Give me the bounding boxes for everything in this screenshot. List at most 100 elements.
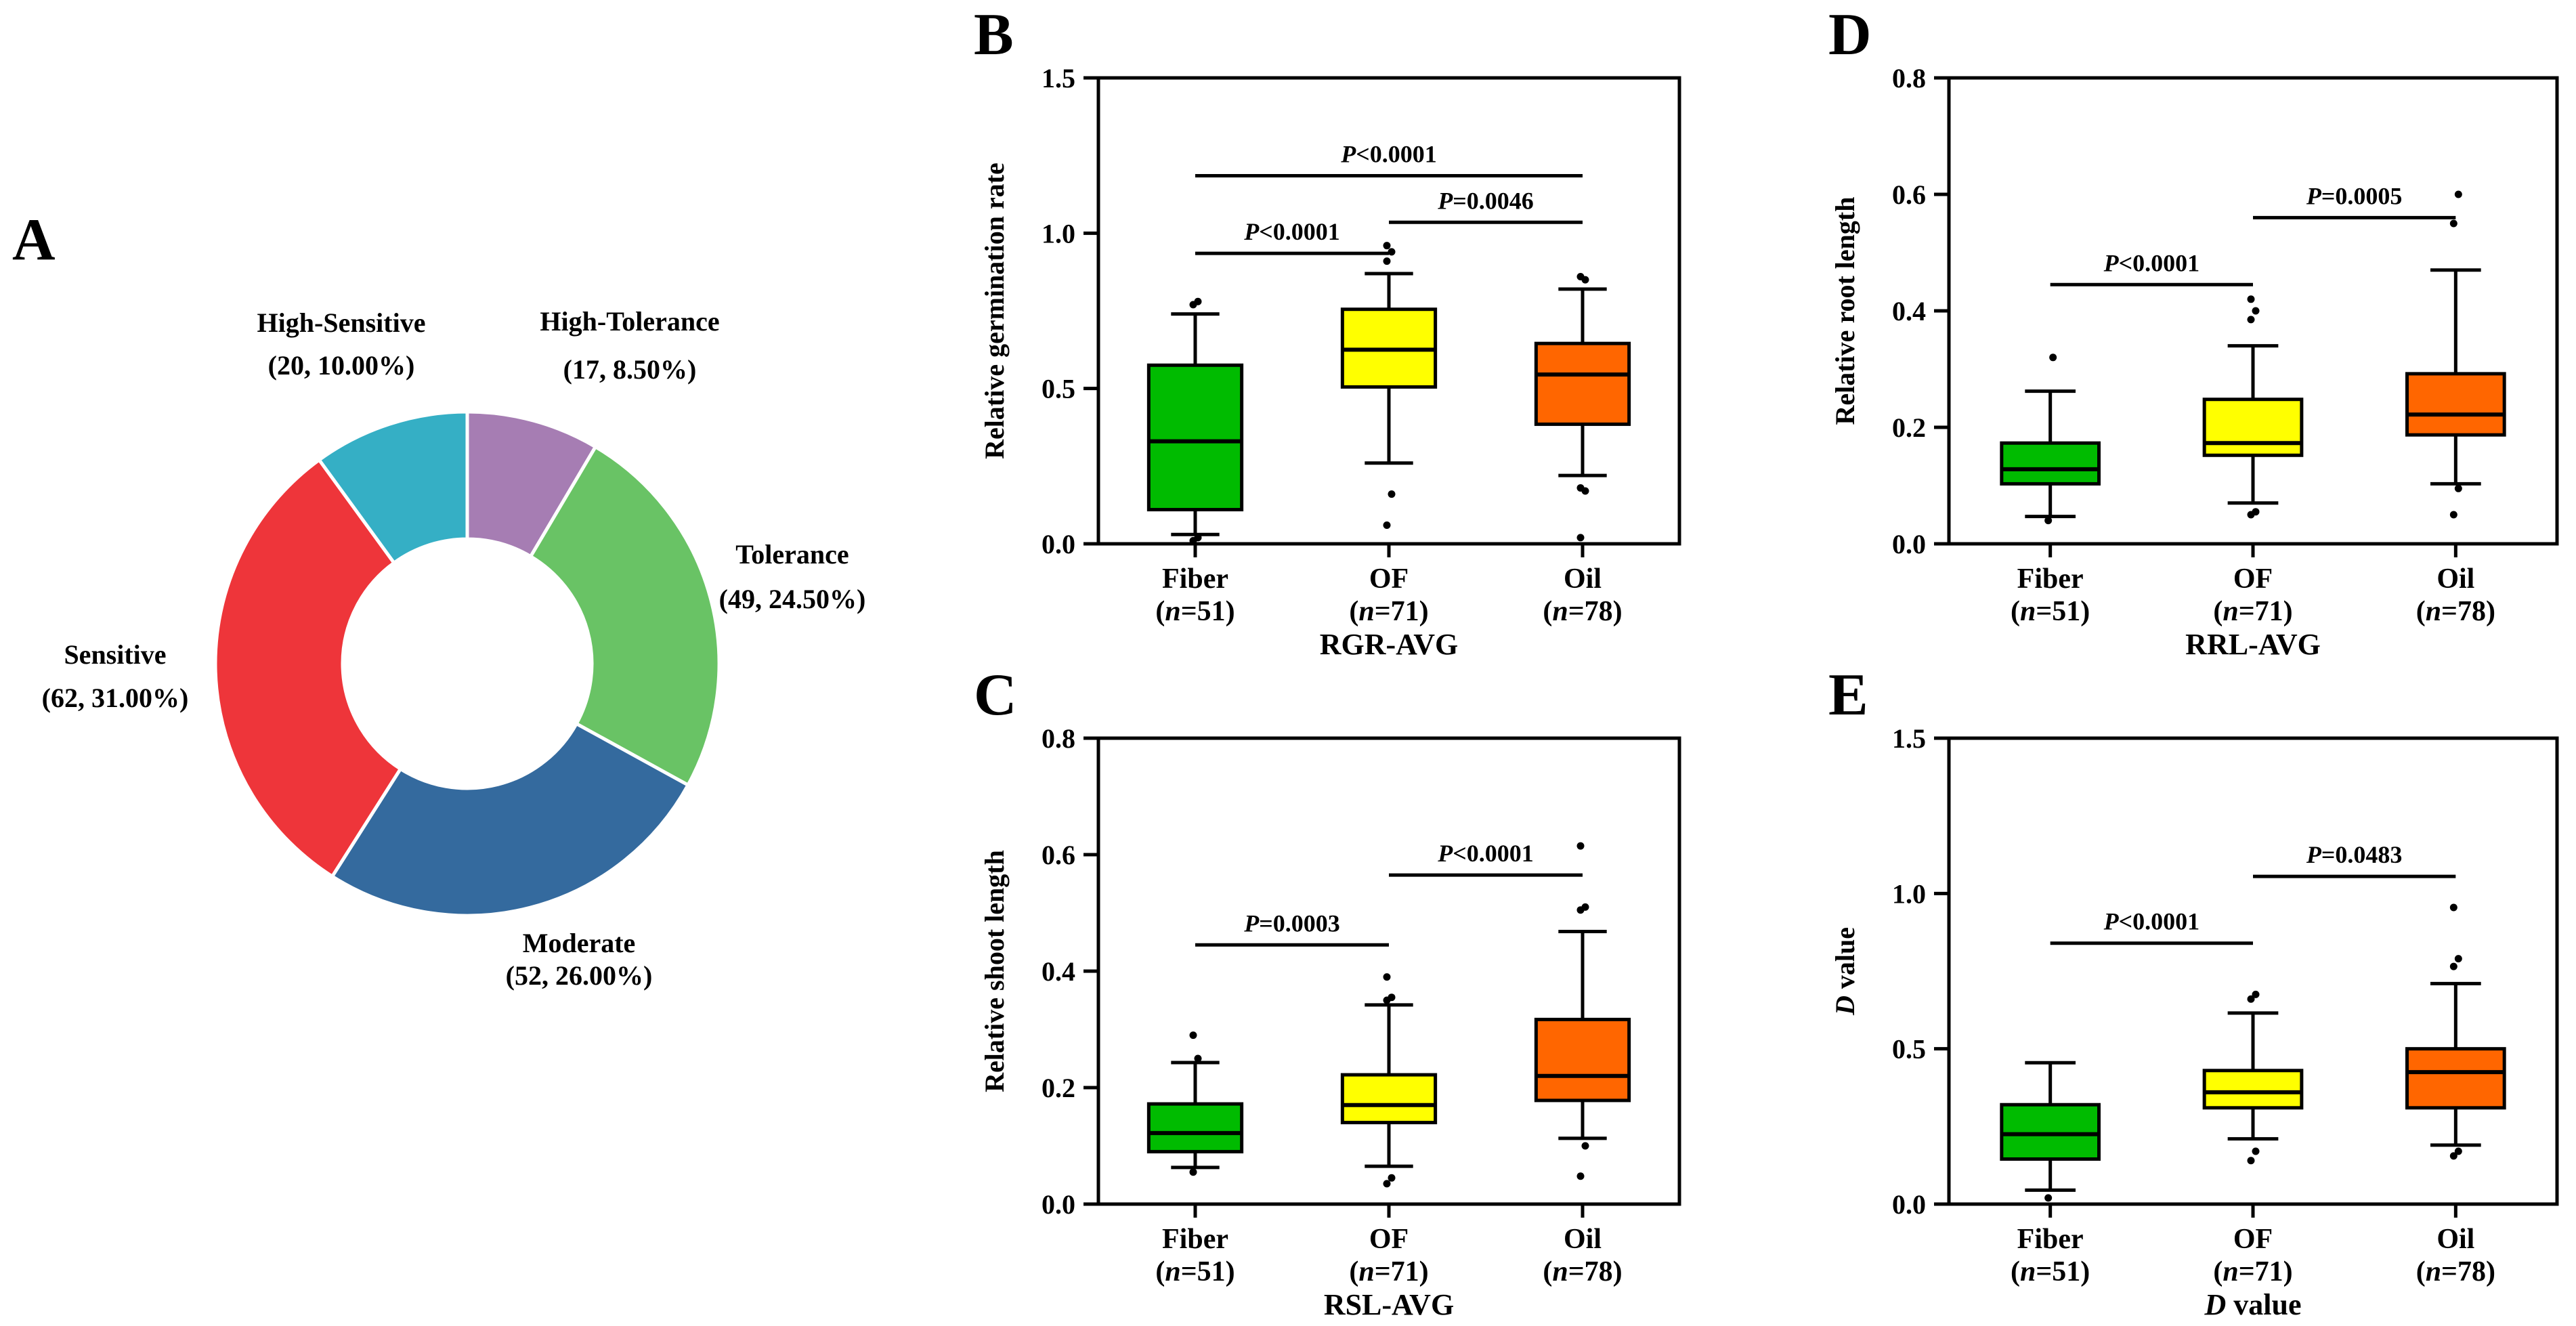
x-tick-label: Fiber — [2017, 563, 2084, 595]
sample-size-label: (n=71) — [2213, 1256, 2292, 1287]
y-tick-label: 0.5 — [1042, 374, 1075, 404]
slice-annotation: (49, 24.50%) — [719, 584, 866, 614]
outlier-point — [2049, 354, 2057, 362]
outlier-point — [1194, 1054, 1202, 1063]
x-axis-label: RGR-AVG — [1320, 628, 1459, 661]
p-value-label: P=0.0003 — [1243, 910, 1340, 937]
p-value-label: P<0.0001 — [2103, 249, 2200, 276]
x-tick-label: OF — [2233, 1224, 2273, 1255]
outlier-point — [2449, 1152, 2457, 1160]
outlier-point — [2247, 1157, 2255, 1165]
y-axis-label: Relative germination rate — [979, 163, 1010, 459]
outlier-point — [2252, 990, 2260, 998]
outlier-point — [2247, 295, 2255, 303]
slice-label: High-Tolerance — [540, 306, 719, 337]
y-tick-label: 1.0 — [1892, 878, 1926, 909]
outlier-point — [1383, 1180, 1391, 1188]
outlier-point — [1383, 242, 1391, 250]
outlier-point — [1189, 1031, 1197, 1040]
box-chart-rsl: 0.0 0.2 0.4 0.6 0.8 Fiber(n=51) OF(n=71) Oil(n=… — [979, 723, 1681, 1321]
x-tick-label: Oil — [2437, 1224, 2474, 1255]
sample-size-label: (n=78) — [1543, 596, 1622, 627]
y-tick-label: 0.6 — [1042, 840, 1075, 870]
outlier-point — [2252, 508, 2260, 516]
outlier-point — [1581, 1142, 1589, 1150]
outlier-point — [2454, 484, 2462, 492]
y-tick-label: 0.0 — [1892, 529, 1926, 559]
box-1 — [2202, 398, 2304, 457]
outlier-point — [1581, 903, 1589, 911]
outlier-point — [1576, 534, 1585, 542]
p-value-label: P<0.0001 — [1437, 840, 1534, 867]
p-value-label: P<0.0001 — [2103, 908, 2200, 935]
outlier-point — [1383, 257, 1391, 265]
outlier-point — [2044, 1194, 2053, 1202]
outlier-point — [1388, 490, 1396, 498]
outlier-point — [1194, 297, 1202, 305]
outlier-point — [1576, 1172, 1585, 1180]
y-tick-label: 0.6 — [1892, 179, 1926, 210]
donut-slice-tolerance — [528, 444, 721, 788]
sample-size-label: (n=51) — [2011, 1256, 2090, 1287]
outlier-point — [1383, 973, 1391, 981]
x-tick-label: OF — [1369, 563, 1409, 595]
panel-letter-d: D — [1828, 2, 1872, 68]
panel-letter-b: B — [974, 2, 1014, 68]
x-tick-label: OF — [1369, 1224, 1409, 1255]
p-value-label: P=0.0046 — [1437, 187, 1534, 214]
box-2 — [2405, 372, 2506, 437]
slice-annotation: (17, 8.50%) — [563, 354, 697, 385]
outlier-point — [2252, 1147, 2260, 1155]
outlier-point — [2044, 517, 2053, 525]
outlier-point — [1189, 1168, 1197, 1176]
sample-size-label: (n=71) — [1349, 596, 1428, 627]
box-2 — [2405, 1047, 2506, 1110]
sample-size-label: (n=71) — [2213, 596, 2292, 627]
box-0 — [2000, 441, 2101, 486]
x-tick-label: Oil — [1564, 563, 1602, 595]
donut-slice-moderate — [330, 721, 691, 918]
slice-annotation: (20, 10.00%) — [268, 350, 415, 381]
outlier-point — [2449, 219, 2457, 228]
y-axis-label: Relative shoot length — [979, 850, 1010, 1092]
y-tick-label: 1.5 — [1892, 723, 1926, 754]
donut-slice-sensitive — [213, 457, 403, 879]
donut-chart: High-Tolerance (17, 8.50%) Tolerance (49, 2… — [42, 306, 866, 991]
p-value-label: P=0.0483 — [2306, 841, 2403, 868]
sample-size-label: (n=78) — [2416, 596, 2495, 627]
y-tick-label: 1.0 — [1042, 218, 1075, 249]
outlier-point — [1576, 273, 1585, 281]
panel-letter-e: E — [1828, 662, 1868, 728]
outlier-point — [1388, 993, 1396, 1002]
box-0 — [2000, 1103, 2101, 1161]
outlier-point — [2247, 316, 2255, 324]
box-1 — [2202, 1069, 2304, 1110]
box-0 — [1146, 1102, 1244, 1154]
y-tick-label: 0.5 — [1892, 1034, 1926, 1065]
outlier-point — [2454, 1147, 2462, 1155]
sample-size-label: (n=78) — [1543, 1256, 1622, 1287]
y-tick-label: 0.8 — [1042, 723, 1075, 754]
sample-size-label: (n=71) — [1349, 1256, 1428, 1287]
outlier-point — [2449, 511, 2457, 519]
sample-size-label: (n=51) — [2011, 596, 2090, 627]
box-0 — [1146, 363, 1244, 512]
y-tick-label: 0.0 — [1042, 1189, 1075, 1220]
y-tick-label: 0.4 — [1892, 296, 1926, 326]
x-tick-label: Fiber — [1162, 563, 1228, 595]
panel-letter-c: C — [974, 662, 1017, 728]
slice-label: Tolerance — [735, 539, 849, 570]
y-tick-label: 0.2 — [1042, 1073, 1075, 1103]
outlier-point — [2454, 955, 2462, 963]
p-value-label: P<0.0001 — [1243, 218, 1340, 245]
outlier-point — [2247, 995, 2255, 1003]
x-tick-label: Fiber — [2017, 1224, 2084, 1255]
outlier-point — [2449, 903, 2457, 912]
x-axis-label: D value — [2204, 1288, 2301, 1321]
box-2 — [1534, 1017, 1631, 1103]
slice-annotation: (62, 31.00%) — [42, 683, 189, 713]
outlier-point — [1388, 1174, 1396, 1182]
y-axis-label: D value — [1830, 927, 1860, 1016]
box-1 — [1340, 1073, 1438, 1125]
